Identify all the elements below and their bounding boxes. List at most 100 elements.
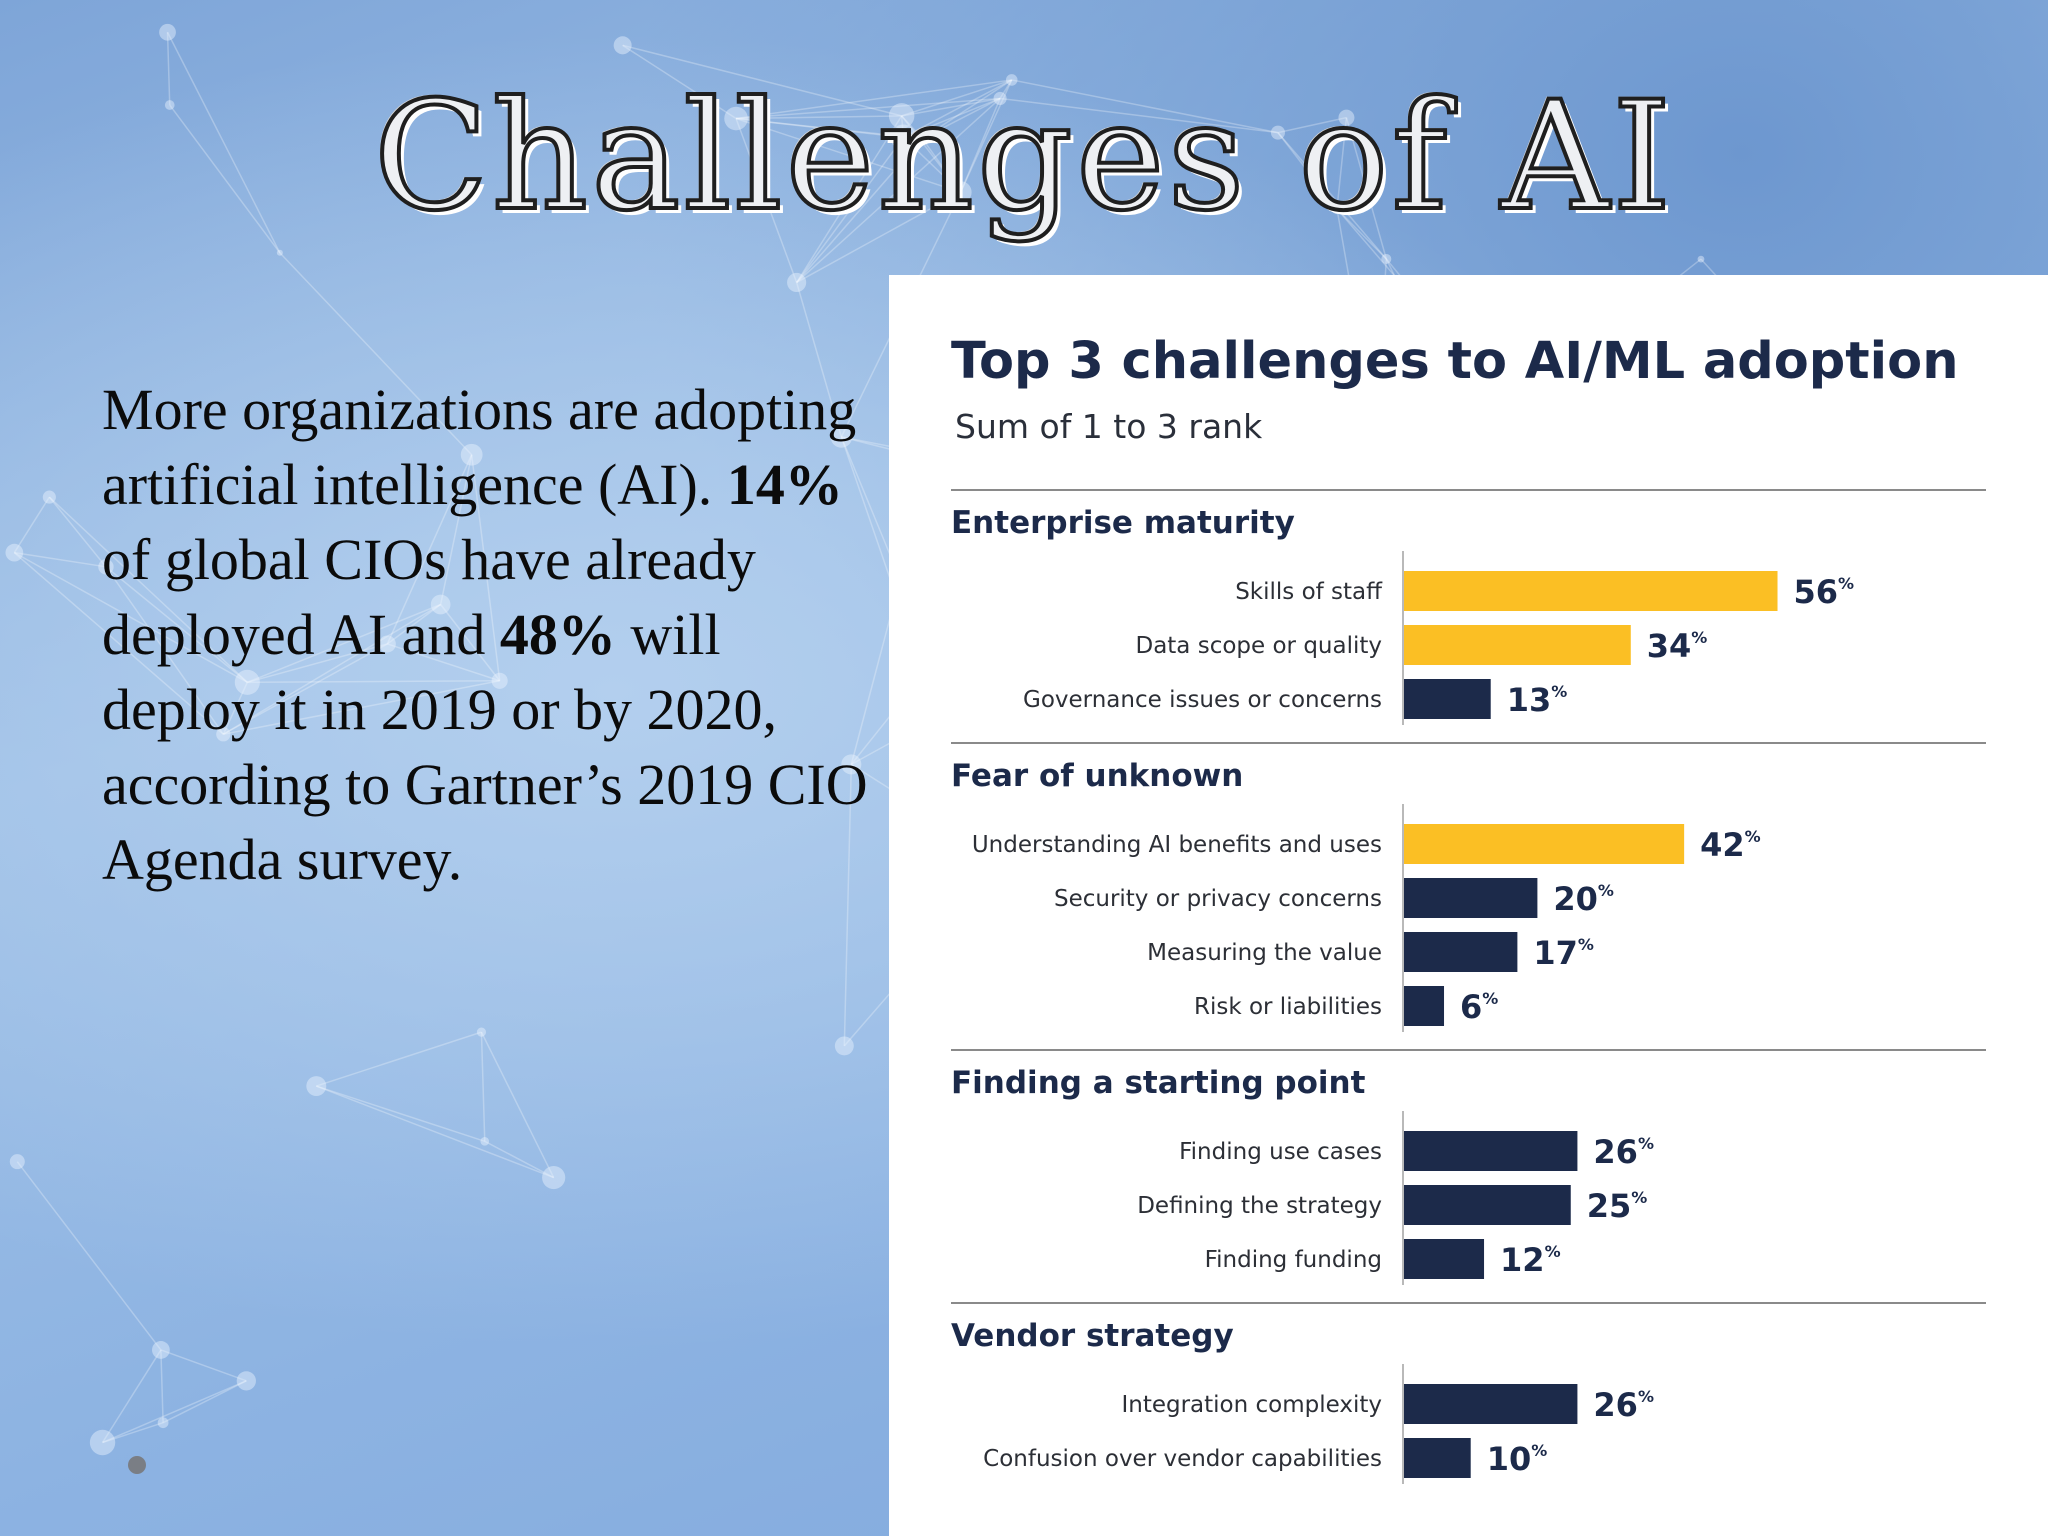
bar xyxy=(1404,1384,1578,1424)
network-link xyxy=(166,32,171,106)
network-link xyxy=(903,79,1013,139)
network-link xyxy=(735,117,961,193)
network-link xyxy=(1277,116,1347,134)
network-link xyxy=(796,136,905,283)
network-link xyxy=(903,97,1001,139)
network-link xyxy=(735,118,798,283)
slide-title[interactable]: Challenges of AI xyxy=(372,70,1675,244)
bar-label: Data scope or quality xyxy=(1135,633,1382,659)
bar-value: 25% xyxy=(1587,1187,1648,1225)
body-intro: More organizations are adopting artifici… xyxy=(102,377,857,517)
bullet-dot xyxy=(128,1456,146,1474)
network-node xyxy=(5,543,24,562)
network-link xyxy=(796,191,962,284)
network-link xyxy=(900,115,905,138)
network-link xyxy=(622,44,902,117)
network-link xyxy=(13,552,224,735)
network-node xyxy=(98,559,114,575)
network-link xyxy=(222,603,442,735)
network-link xyxy=(921,138,962,193)
network-node xyxy=(234,669,260,695)
group-title: Finding a starting point xyxy=(951,1065,1366,1101)
bar xyxy=(1404,679,1491,719)
network-link xyxy=(1011,79,1279,134)
network-node xyxy=(151,1341,170,1359)
network-node xyxy=(157,1417,169,1429)
network-link xyxy=(901,97,1001,117)
network-link xyxy=(316,1085,554,1179)
network-node xyxy=(276,249,283,256)
bar-label: Finding use cases xyxy=(1179,1139,1382,1165)
network-node xyxy=(949,181,972,204)
bar xyxy=(1404,1438,1471,1478)
network-node xyxy=(918,135,926,143)
chart-title: Top 3 challenges to AI/ML adoption xyxy=(951,332,1959,391)
network-node xyxy=(42,490,56,504)
network-node xyxy=(476,1027,487,1037)
network-link xyxy=(222,682,249,735)
network-link xyxy=(902,136,962,193)
network-node xyxy=(430,594,451,615)
network-link xyxy=(439,454,473,605)
body-end: will deploy it in 2019 or by 2020, accor… xyxy=(102,602,868,892)
network-node xyxy=(378,635,396,653)
bar-label: Measuring the value xyxy=(1147,940,1382,966)
body-text[interactable]: More organizations are adopting artifici… xyxy=(102,372,882,897)
network-node xyxy=(1270,125,1285,140)
network-link xyxy=(166,31,281,254)
network-link xyxy=(316,1031,482,1087)
network-link xyxy=(247,643,388,684)
bar-value: 26% xyxy=(1593,1386,1654,1424)
network-link xyxy=(999,79,1013,99)
chart-panel[interactable]: Top 3 challenges to AI/ML adoption Sum o… xyxy=(889,275,2048,1536)
network-link xyxy=(1345,117,1388,260)
network-link xyxy=(279,252,473,456)
chart-body: Enterprise maturity Skills of staff 56% Dat… xyxy=(951,489,1986,1484)
bar-value: 56% xyxy=(1794,573,1855,611)
network-link xyxy=(162,1380,247,1424)
network-node xyxy=(159,23,176,41)
bar-value: 42% xyxy=(1700,826,1761,864)
network-link xyxy=(440,604,501,682)
network-link xyxy=(102,1380,247,1444)
bar-label: Security or privacy concerns xyxy=(1054,886,1382,912)
network-node xyxy=(993,91,1007,106)
bar xyxy=(1404,1131,1578,1171)
network-link xyxy=(222,643,388,735)
network-link xyxy=(843,764,853,1046)
network-node xyxy=(787,272,807,293)
bar-value: 13% xyxy=(1507,681,1568,719)
network-link xyxy=(387,643,500,682)
network-link xyxy=(922,97,1001,140)
network-node xyxy=(236,1371,256,1391)
network-link xyxy=(48,496,248,683)
body-mid: of global CIOs have already deployed AI … xyxy=(102,527,756,667)
bar xyxy=(1404,932,1518,972)
network-link xyxy=(622,44,737,120)
bar-value: 6% xyxy=(1460,988,1498,1026)
bar xyxy=(1404,986,1445,1026)
network-link xyxy=(247,603,441,684)
bar-label: Understanding AI benefits and uses xyxy=(972,832,1382,858)
network-link xyxy=(223,680,500,735)
network-node xyxy=(1338,109,1355,126)
bar xyxy=(1404,1239,1485,1279)
network-link xyxy=(160,1349,164,1423)
bar-label: Finding funding xyxy=(1205,1247,1382,1273)
network-node xyxy=(89,1429,116,1456)
network-link xyxy=(105,566,224,735)
network-link xyxy=(13,496,50,554)
network-node xyxy=(306,1076,327,1097)
network-link xyxy=(1277,132,1387,260)
network-link xyxy=(959,79,1013,193)
network-link xyxy=(1336,117,1348,209)
network-link xyxy=(795,282,843,438)
network-link xyxy=(903,136,923,140)
network-link xyxy=(16,1161,162,1351)
bar xyxy=(1404,571,1778,611)
bar-label: Skills of staff xyxy=(1235,579,1383,605)
bar-value: 20% xyxy=(1553,880,1614,918)
network-node xyxy=(830,426,853,448)
network-link xyxy=(921,79,1013,140)
network-link xyxy=(901,115,923,140)
